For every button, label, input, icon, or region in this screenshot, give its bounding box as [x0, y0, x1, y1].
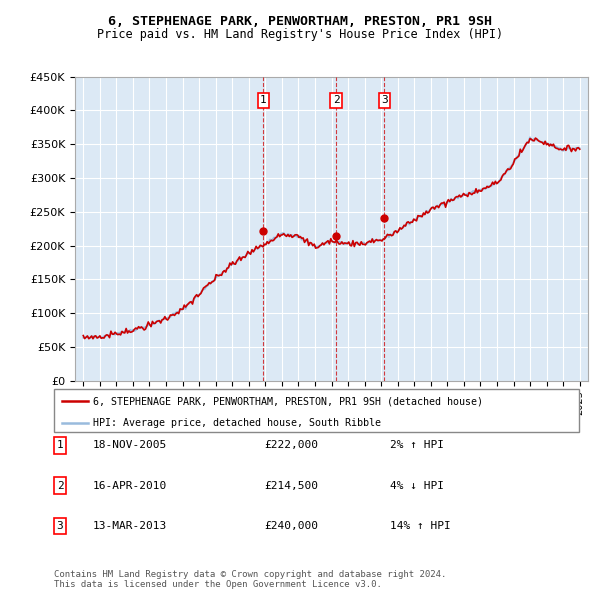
Text: 1: 1: [56, 441, 64, 450]
Text: 3: 3: [56, 521, 64, 530]
Text: 2% ↑ HPI: 2% ↑ HPI: [390, 441, 444, 450]
Text: Price paid vs. HM Land Registry's House Price Index (HPI): Price paid vs. HM Land Registry's House …: [97, 28, 503, 41]
Text: 2: 2: [333, 96, 340, 106]
Text: 2: 2: [56, 481, 64, 490]
Text: £222,000: £222,000: [264, 441, 318, 450]
FancyBboxPatch shape: [54, 389, 579, 432]
Text: 6, STEPHENAGE PARK, PENWORTHAM, PRESTON, PR1 9SH: 6, STEPHENAGE PARK, PENWORTHAM, PRESTON,…: [108, 15, 492, 28]
Text: 13-MAR-2013: 13-MAR-2013: [93, 521, 167, 530]
Text: 14% ↑ HPI: 14% ↑ HPI: [390, 521, 451, 530]
Text: £214,500: £214,500: [264, 481, 318, 490]
Text: Contains HM Land Registry data © Crown copyright and database right 2024.: Contains HM Land Registry data © Crown c…: [54, 571, 446, 579]
Text: 6, STEPHENAGE PARK, PENWORTHAM, PRESTON, PR1 9SH (detached house): 6, STEPHENAGE PARK, PENWORTHAM, PRESTON,…: [94, 396, 484, 407]
Text: 16-APR-2010: 16-APR-2010: [93, 481, 167, 490]
Text: 18-NOV-2005: 18-NOV-2005: [93, 441, 167, 450]
Text: 3: 3: [381, 96, 388, 106]
Text: HPI: Average price, detached house, South Ribble: HPI: Average price, detached house, Sout…: [94, 418, 382, 428]
Text: 4% ↓ HPI: 4% ↓ HPI: [390, 481, 444, 490]
Text: 1: 1: [260, 96, 266, 106]
Text: This data is licensed under the Open Government Licence v3.0.: This data is licensed under the Open Gov…: [54, 580, 382, 589]
Text: £240,000: £240,000: [264, 521, 318, 530]
